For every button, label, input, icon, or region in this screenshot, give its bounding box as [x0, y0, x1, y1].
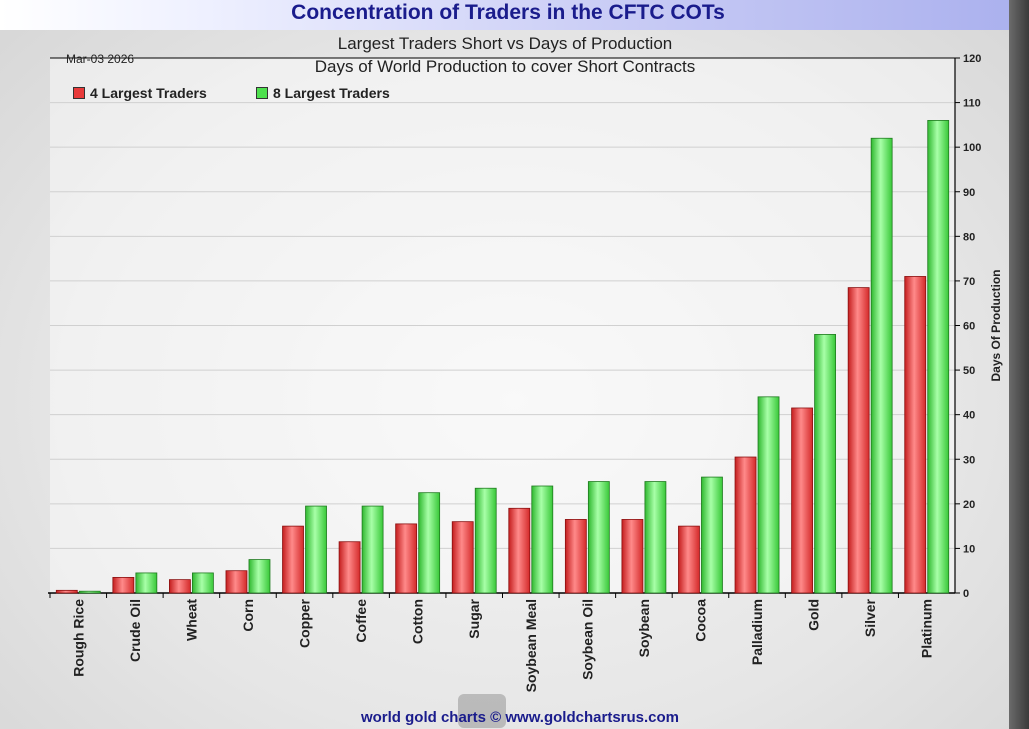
window-edge — [1009, 0, 1029, 729]
x-tick-label: Sugar — [466, 598, 482, 638]
bar-8-largest — [78, 590, 101, 594]
bar-4-largest — [395, 523, 418, 594]
x-tick-label: Copper — [297, 598, 313, 648]
bar-4-largest — [55, 589, 78, 594]
bar-4-largest — [678, 525, 700, 594]
legend-label: 4 Largest Traders — [90, 85, 207, 101]
y-tick-label: 10 — [963, 543, 975, 555]
y-tick-label: 30 — [963, 454, 975, 466]
x-tick-label: Cotton — [410, 599, 426, 644]
x-tick-label: Crude Oil — [127, 599, 143, 662]
bar-4-largest — [282, 525, 304, 594]
x-tick-label: Soybean — [636, 599, 652, 657]
chart-title: Largest Traders Short vs Days of Product… — [337, 34, 673, 53]
legend-swatch-green — [256, 87, 268, 99]
bar-4-largest — [338, 541, 361, 594]
legend-item-4-largest: 4 Largest Traders — [73, 85, 207, 101]
watermark-badge — [458, 694, 506, 728]
y-tick-label: 40 — [963, 410, 975, 422]
x-tick-label: Wheat — [183, 599, 199, 641]
bar-8-largest — [757, 396, 780, 594]
y-tick-label: 100 — [963, 142, 981, 154]
y-tick-label: 70 — [963, 276, 975, 288]
x-tick-label: Platinum — [919, 599, 935, 658]
bar-8-largest — [814, 334, 836, 594]
bar-8-largest — [135, 572, 158, 594]
bar-4-largest — [169, 579, 191, 594]
bar-4-largest — [508, 507, 531, 594]
bar-8-largest — [531, 485, 554, 594]
legend-swatch-red — [73, 87, 85, 99]
bar-8-largest — [474, 487, 497, 594]
page-title: Concentration of Traders in the CFTC COT… — [291, 1, 725, 24]
bar-8-largest — [418, 492, 441, 594]
y-axis-title: Days Of Production — [989, 269, 1003, 381]
x-tick-label: Palladium — [749, 599, 765, 665]
x-tick-label: Rough Rice — [70, 599, 86, 677]
bar-8-largest — [361, 505, 384, 594]
chart-date: Mar-03 2026 — [66, 52, 135, 66]
y-tick-label: 120 — [963, 53, 981, 65]
y-tick-label: 0 — [963, 588, 969, 600]
bar-4-largest — [564, 519, 587, 594]
chart-subtitle: Days of World Production to cover Short … — [314, 57, 696, 76]
footer-credit: world gold charts © www.goldchartsrus.co… — [360, 709, 680, 726]
bar-8-largest — [870, 137, 893, 594]
bar-4-largest — [112, 576, 135, 594]
bar-4-largest — [451, 521, 474, 594]
bar-8-largest — [587, 481, 610, 594]
title-bar — [0, 0, 1029, 30]
bar-4-largest — [791, 407, 813, 594]
x-tick-label: Coffee — [353, 599, 369, 643]
legend-item-8-largest: 8 Largest Traders — [256, 85, 390, 101]
bar-4-largest — [734, 456, 757, 594]
bar-8-largest — [644, 481, 667, 594]
bar-8-largest — [305, 505, 327, 594]
x-tick-label: Silver — [862, 598, 878, 637]
y-tick-label: 60 — [963, 321, 975, 333]
y-tick-label: 50 — [963, 365, 975, 377]
x-tick-label: Soybean Meal — [523, 599, 539, 692]
bar-8-largest — [701, 476, 723, 594]
x-tick-label: Cocoa — [692, 599, 708, 642]
y-tick-label: 20 — [963, 499, 975, 511]
bar-4-largest — [904, 276, 927, 594]
bar-4-largest — [847, 287, 870, 594]
x-tick-label: Soybean Oil — [579, 599, 595, 680]
bar-4-largest — [225, 570, 248, 594]
bar-4-largest — [621, 519, 644, 594]
bar-8-largest — [927, 120, 950, 594]
legend-label: 8 Largest Traders — [273, 85, 390, 101]
y-tick-label: 90 — [963, 187, 975, 199]
bar-8-largest — [192, 572, 214, 594]
x-tick-label: Gold — [806, 599, 822, 631]
y-tick-label: 110 — [963, 98, 981, 110]
y-tick-label: 80 — [963, 231, 975, 243]
bar-8-largest — [248, 559, 271, 594]
x-tick-label: Corn — [240, 599, 256, 632]
